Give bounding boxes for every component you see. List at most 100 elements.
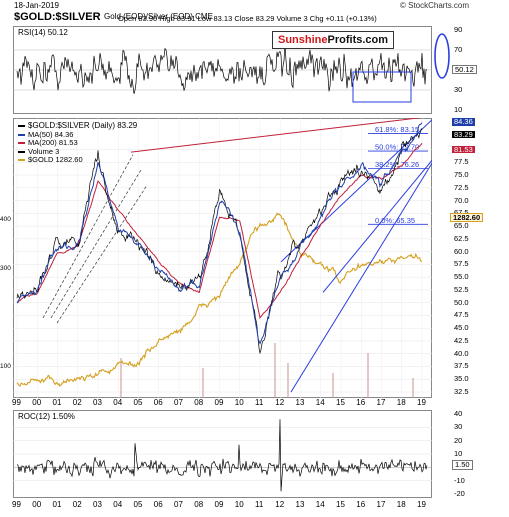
x-axis-bottom-label: 08 — [194, 500, 204, 509]
x-axis-top-label: 00 — [32, 398, 42, 407]
x-axis-bottom-label: 99 — [12, 500, 21, 509]
x-axis-top: 99 00 01 02 03 04 05 06 07 08 09 10 11 12 13 14 15 16 17 18… — [12, 398, 432, 410]
rsi-highlight-box — [352, 71, 412, 103]
main-panel: 61.8%: 83.15 50.0%: 79.70 38.2%: 76.26 0.0%… — [13, 118, 432, 398]
roc-tick-label: 20 — [454, 435, 463, 445]
x-axis-bottom-label: 14 — [315, 500, 325, 509]
legend-item: MA(50) 84.36 — [18, 129, 137, 140]
x-axis-bottom-label: 19 — [417, 500, 426, 509]
rsi-current-tag: 50.12 — [452, 64, 477, 75]
x-axis-bottom-label: 02 — [72, 500, 82, 509]
x-axis-top-label: 13 — [295, 398, 305, 407]
fib-label: 0.0%: 65.35 — [375, 216, 415, 225]
rsi-tick-label: 90 — [454, 25, 463, 34]
rsi-tick-label: 10 — [454, 105, 463, 114]
gold-tag: 1282.60 — [450, 212, 484, 223]
main-tick-label: 40.0 — [454, 348, 469, 358]
roc-tick-label: 10 — [454, 449, 463, 458]
fib-label: 61.8%: 83.15 — [375, 125, 419, 134]
x-axis-bottom-label: 16 — [356, 500, 366, 509]
close-tag: 83.29 — [452, 129, 475, 139]
x-axis-top-label: 18 — [396, 398, 406, 407]
x-axis-top-label: 17 — [376, 398, 386, 407]
legend-swatch — [18, 159, 25, 162]
main-legend: $GOLD:$SILVER (Daily) 83.29 MA(50) 84.36 M… — [18, 121, 138, 165]
rsi-ellipse-svg — [434, 33, 450, 79]
chart-subtitle: Gold (EOD)/Silver (EOD) CME — [104, 12, 213, 21]
roc-line — [16, 419, 428, 492]
x-axis-bottom-label: 05 — [133, 500, 143, 509]
ma50-line — [16, 122, 423, 346]
dashed-channel — [50, 169, 142, 319]
rsi-label: RSI(14) 50.12 — [18, 28, 68, 37]
x-axis-top-label: 12 — [275, 398, 285, 407]
resistance-line — [130, 118, 423, 153]
main-tick-label: 42.5 — [454, 335, 469, 345]
left-tick-label: 400 — [0, 216, 11, 224]
legend-text: Volume 3 — [28, 146, 60, 156]
x-axis-bottom-label: 17 — [376, 500, 386, 509]
x-axis-bottom-label: 11 — [255, 500, 264, 509]
channel-lower — [290, 162, 432, 393]
x-axis-top-label: 01 — [52, 398, 62, 407]
x-axis-bottom-label: 18 — [396, 500, 406, 509]
logo-part1: Sunshine — [278, 34, 328, 46]
x-axis-top-label: 10 — [234, 398, 244, 407]
x-axis-top-label: 08 — [194, 398, 204, 407]
roc-plot — [13, 419, 432, 492]
watermark: © StockCharts.com — [400, 1, 470, 10]
main-tick-label: 77.5 — [454, 157, 469, 167]
legend-item: MA(200) 81.53 — [18, 138, 137, 148]
roc-current-tag: 1.50 — [452, 460, 473, 470]
main-axis: 80.077.575.072.570.067.565.062.560.057.5… — [434, 118, 504, 398]
left-axis: 400 300 100 — [0, 118, 13, 398]
legend-text: $GOLD 1282.60 — [28, 155, 83, 164]
ma200-line — [16, 142, 423, 320]
legend-swatch — [18, 125, 25, 128]
dashed-channel — [56, 185, 148, 324]
x-axis-top-label: 04 — [113, 398, 123, 407]
rsi-tick-label: 30 — [454, 85, 463, 94]
roc-tick-label: 30 — [454, 422, 463, 432]
rsi-tick-label: 70 — [454, 45, 463, 54]
date-label: 18-Jan-2019 — [14, 1, 59, 10]
legend-text: MA(50) 84.36 — [28, 129, 74, 139]
x-axis-top-label: 06 — [153, 398, 163, 407]
x-axis-bottom-label: 03 — [93, 500, 102, 509]
legend-text: $GOLD:$SILVER (Daily) 83.29 — [28, 121, 138, 130]
x-axis-top-label: 09 — [214, 398, 224, 407]
main-tick-label: 70.0 — [454, 195, 469, 205]
roc-axis: 403020100-10-201.50 — [434, 410, 504, 498]
ma50-tag: 84.36 — [452, 117, 475, 127]
gold-line — [16, 212, 423, 387]
x-axis-top-label: 02 — [72, 398, 82, 407]
legend-text: MA(200) 81.53 — [28, 138, 78, 147]
rsi-plot — [13, 43, 432, 103]
roc-tick-label: -10 — [454, 475, 465, 485]
main-tick-label: 65.0 — [454, 221, 469, 231]
x-axis-top-label: 19 — [417, 398, 426, 407]
rsi-panel: RSI(14) 50.12 SunshineProfits.com — [13, 26, 432, 114]
roc-panel: ROC(12) 1.50% — [13, 410, 432, 498]
legend-item: $GOLD:$SILVER (Daily) 83.29 — [18, 121, 138, 131]
legend-swatch — [18, 142, 25, 145]
roc-tick-label: -20 — [454, 489, 465, 498]
x-axis-bottom-label: 09 — [214, 500, 224, 509]
x-axis-bottom-label: 06 — [153, 500, 163, 509]
rsi-line — [16, 43, 428, 94]
fib-label: 38.2%: 76.26 — [375, 160, 419, 169]
x-axis-top-label: 99 — [12, 398, 21, 407]
chart-title: $GOLD:$SILVER — [14, 11, 101, 23]
rsi-axis: 907050301050.12 — [434, 26, 504, 114]
main-tick-label: 37.5 — [454, 361, 469, 371]
channel-mid — [322, 159, 432, 293]
left-tick-label: 300 — [0, 264, 11, 272]
fib-label: 50.0%: 79.70 — [375, 143, 419, 152]
roc-tick-label: 40 — [454, 409, 463, 418]
x-axis-top-label: 03 — [93, 398, 102, 407]
main-tick-label: 32.5 — [454, 387, 469, 396]
x-axis-bottom-label: 04 — [113, 500, 123, 509]
x-axis-top-label: 16 — [356, 398, 366, 407]
x-axis-bottom-label: 10 — [234, 500, 244, 509]
x-axis-bottom-label: 01 — [52, 500, 62, 509]
